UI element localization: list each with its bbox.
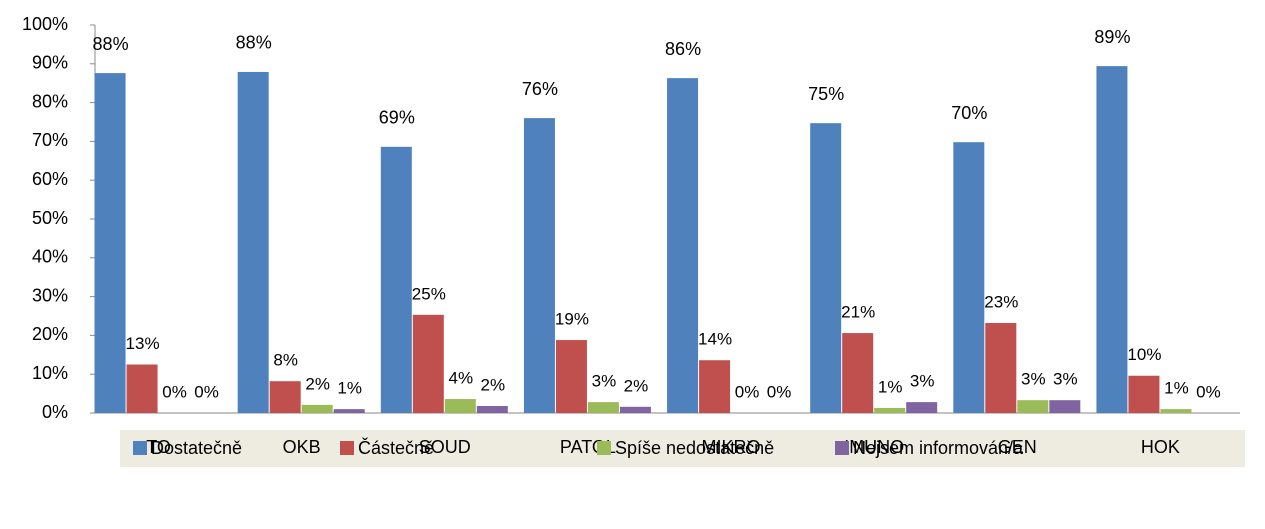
x-tick-label: MIKRO: [702, 437, 761, 457]
bar: [126, 364, 158, 413]
y-tick-label: 20%: [32, 324, 68, 344]
data-label: 3%: [1053, 370, 1078, 389]
bar: [476, 406, 508, 413]
data-label: 0%: [735, 382, 760, 401]
bar: [810, 123, 842, 413]
y-tick-label: 40%: [32, 247, 68, 267]
data-label: 1%: [878, 377, 903, 396]
x-tick-label: SOUD: [419, 437, 471, 457]
data-label: 76%: [522, 79, 558, 99]
data-label: 2%: [481, 376, 506, 395]
data-label: 89%: [1094, 27, 1130, 47]
bar: [444, 399, 476, 413]
data-label: 0%: [162, 382, 187, 401]
data-label: 2%: [305, 374, 330, 393]
legend-swatch: [835, 441, 849, 455]
data-label: 88%: [236, 33, 272, 53]
data-label: 86%: [665, 39, 701, 59]
bar: [985, 322, 1017, 413]
data-label: 1%: [1164, 379, 1189, 398]
y-tick-label: 30%: [32, 285, 68, 305]
data-label: 2%: [624, 376, 649, 395]
bar: [94, 73, 126, 413]
data-label: 21%: [841, 303, 875, 322]
x-tick-label: IMUNO: [844, 437, 904, 457]
data-label: 88%: [93, 34, 129, 54]
legend-swatch: [133, 441, 147, 455]
y-tick-label: 100%: [22, 14, 68, 34]
data-label: 3%: [592, 372, 617, 391]
bar: [587, 402, 619, 413]
legend-label: Dostatečně: [151, 438, 242, 458]
y-tick-label: 10%: [32, 363, 68, 383]
x-tick-label: TO: [146, 437, 171, 457]
data-label: 69%: [379, 108, 415, 128]
bar: [380, 146, 412, 413]
bar: [906, 402, 938, 413]
data-label: 10%: [1127, 345, 1161, 364]
bar: [1128, 375, 1160, 413]
x-tick-label: OKB: [283, 437, 321, 457]
legend-label: Spíše nedostatečně: [615, 438, 774, 458]
legend-swatch: [597, 441, 611, 455]
legend-label: Částečně: [358, 437, 434, 458]
data-label: 0%: [1196, 382, 1221, 401]
data-label: 75%: [808, 84, 844, 104]
data-label: 0%: [194, 382, 219, 401]
data-label: 19%: [555, 310, 589, 329]
data-label: 23%: [984, 292, 1018, 311]
bar: [555, 340, 587, 413]
bar: [301, 404, 333, 413]
bar: [523, 118, 555, 414]
data-label: 70%: [951, 103, 987, 123]
data-label: 4%: [449, 369, 474, 388]
y-tick-label: 50%: [32, 208, 68, 228]
y-tick-label: 60%: [32, 169, 68, 189]
data-label: 25%: [412, 284, 446, 303]
data-label: 13%: [126, 334, 160, 353]
bar: [237, 71, 269, 413]
bar: [953, 142, 985, 413]
bar: [619, 406, 651, 413]
bar: [699, 360, 731, 413]
y-tick-label: 70%: [32, 130, 68, 150]
bar: [1049, 400, 1081, 413]
data-label: 1%: [337, 379, 362, 398]
legend-background: [120, 430, 1245, 467]
y-tick-label: 0%: [42, 402, 68, 422]
data-label: 3%: [910, 372, 935, 391]
data-label: 8%: [273, 351, 298, 370]
data-label: 3%: [1021, 370, 1046, 389]
x-tick-label: GEN: [998, 437, 1037, 457]
y-tick-label: 80%: [32, 91, 68, 111]
bar: [1017, 400, 1049, 413]
data-label: 14%: [698, 330, 732, 349]
legend-label: Nejsem informován/a: [853, 438, 1024, 458]
bar: [842, 333, 874, 413]
x-tick-label: HOK: [1141, 437, 1180, 457]
bar: [1160, 409, 1192, 413]
data-label: 0%: [767, 382, 792, 401]
bar: [333, 409, 365, 413]
bar: [412, 314, 444, 413]
bar: [874, 407, 906, 413]
legend-swatch: [340, 441, 354, 455]
y-tick-label: 90%: [32, 53, 68, 73]
bar: [269, 381, 301, 413]
bar: [1096, 66, 1128, 414]
bar: [667, 78, 699, 413]
